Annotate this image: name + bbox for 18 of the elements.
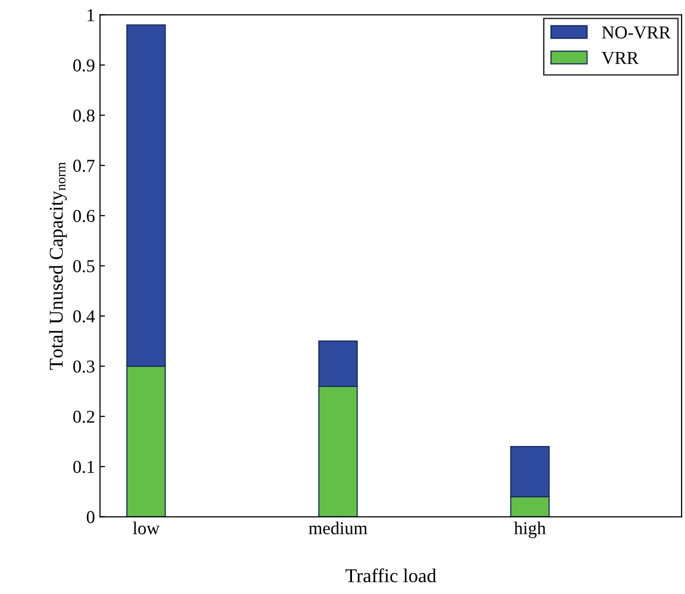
y-tick-label: 1 [88,9,94,22]
y-tick-label: 0.3 [73,360,94,373]
y-tick-label: 0 [86,511,94,524]
y-tick-label: 0.1 [73,460,94,474]
y-tick-label: 0.5 [73,260,94,272]
y-tick-label: 0.7 [73,160,95,172]
legend-label: VRR [602,52,639,64]
x-tick-label: low [132,522,160,534]
y-tick-label: 0.2 [73,410,94,423]
x-tick-label: high [514,522,546,538]
y-tick-label: 0.8 [73,109,94,122]
x-axis-title: Traffic load [346,568,436,582]
legend-label: NO-VRR [602,26,671,39]
y-tick-label: 0.4 [73,310,95,323]
y-tick-label: 0.6 [73,210,95,222]
x-tick-label: medium [308,522,368,534]
y-axis-title: Total Unused Capacity$_{norm}$ [49,162,67,370]
y-tick-label: 0.9 [73,59,94,72]
